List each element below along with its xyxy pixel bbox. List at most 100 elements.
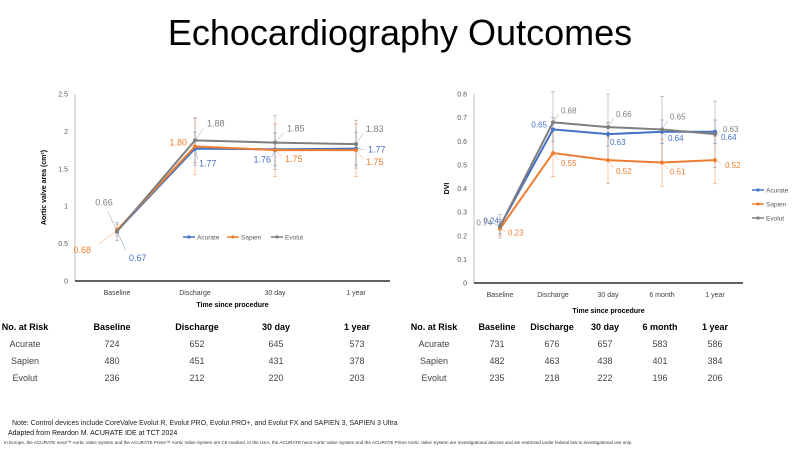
risk-row-label: Evolut xyxy=(421,373,447,383)
risk-cell: 583 xyxy=(652,339,668,349)
ava-x-tick-label: 30 day xyxy=(264,290,286,297)
dvi-legend-label-evolut: Evolut xyxy=(766,216,784,223)
dvi-y-tick-label: 0.5 xyxy=(457,162,467,169)
risk-cell: 731 xyxy=(489,339,505,349)
risk-cell: 652 xyxy=(189,339,205,349)
risk-column-header: Discharge xyxy=(530,322,574,332)
dvi-data-label-sapien: 0.51 xyxy=(670,168,686,177)
risk-cell: 220 xyxy=(268,373,284,383)
risk-column-header: 1 year xyxy=(343,322,371,332)
risk-cell: 206 xyxy=(707,373,723,383)
dvi-y-tick-label: 0 xyxy=(463,281,467,288)
dvi-y-tick-label: 0.4 xyxy=(457,186,467,193)
ava-x-axis-title: Time since procedure xyxy=(196,302,268,309)
dvi-y-tick-label: 0.6 xyxy=(457,139,467,146)
risk-column-header: Baseline xyxy=(478,322,516,332)
ava-data-label-sapien: 0.68 xyxy=(73,245,91,255)
dvi-data-label-evolut: 0.66 xyxy=(616,110,632,119)
risk-cell: 676 xyxy=(544,339,560,349)
dvi-data-label-leader xyxy=(661,131,667,137)
ava-data-label-leader xyxy=(194,128,204,141)
ava-legend-marker-acurate xyxy=(187,235,191,239)
risk-cell: 573 xyxy=(349,339,365,349)
footnote-disclaimer: In Europe, the ACURATE neo2™ Aortic Valv… xyxy=(4,440,633,445)
dvi-x-tick-label: 30 day xyxy=(597,292,619,299)
ava-legend-label-evolut: Evolut xyxy=(285,235,303,242)
risk-header-label: No. at Risk xyxy=(410,322,458,332)
risk-cell: 218 xyxy=(544,373,560,383)
risk-cell: 384 xyxy=(707,356,723,366)
ava-x-tick-label: Discharge xyxy=(179,290,211,297)
dvi-x-tick-label: Baseline xyxy=(487,292,514,299)
dvi-x-tick-label: 1 year xyxy=(705,292,725,299)
ava-data-label-leader xyxy=(98,229,118,245)
ava-data-label-sapien: 1.80 xyxy=(169,137,187,147)
dvi-x-axis-title: Time since procedure xyxy=(572,308,644,315)
ava-data-label-leader xyxy=(116,230,126,250)
dvi-data-label-leader xyxy=(552,113,559,123)
dvi-data-label-leader xyxy=(714,159,723,164)
ava-data-label-leader xyxy=(194,148,198,160)
dvi-data-label-leader xyxy=(607,160,614,169)
risk-row-label: Acurate xyxy=(418,339,450,349)
ava-data-label-evolut: 0.66 xyxy=(95,198,113,208)
risk-cell: 236 xyxy=(104,373,120,383)
risk-cell: 438 xyxy=(597,356,613,366)
dvi-legend-marker-evolut xyxy=(756,216,760,220)
risk-cell: 463 xyxy=(544,356,560,366)
ava-data-label-acurate: 0.67 xyxy=(129,253,147,263)
dvi-data-label-leader xyxy=(607,134,610,140)
ava-y-tick-label: 2.5 xyxy=(58,92,68,99)
dvi-data-label-evolut: 0.63 xyxy=(723,125,739,134)
ava-legend-marker-evolut xyxy=(275,235,279,239)
risk-row-label: Sapien xyxy=(419,356,449,366)
ava-y-tick-label: 0.5 xyxy=(58,241,68,248)
dvi-legend-label-sapien: Sapien xyxy=(766,202,787,209)
risk-column-header: 30 day xyxy=(590,322,620,332)
dvi-legend-label-acurate: Acurate xyxy=(766,188,789,195)
dvi-series-line-acurate xyxy=(499,128,715,227)
risk-cell: 480 xyxy=(104,356,120,366)
dvi-legend-marker-sapien xyxy=(756,202,760,206)
dvi-y-tick-label: 0.7 xyxy=(457,115,467,122)
dvi-data-label-leader xyxy=(714,131,720,136)
dvi-data-label-leader xyxy=(499,228,506,232)
risk-cell: 586 xyxy=(707,339,723,349)
risk-cell: 235 xyxy=(489,373,505,383)
ava-data-label-evolut: 1.85 xyxy=(287,124,305,134)
dvi-y-tick-label: 0.2 xyxy=(457,233,467,240)
risk-cell: 645 xyxy=(268,339,284,349)
dvi-y-tick-label: 0.8 xyxy=(457,92,467,99)
risk-column-header: 6 month xyxy=(642,322,678,332)
risk-row-label: Evolut xyxy=(12,373,38,383)
dvi-legend-marker-acurate xyxy=(756,188,760,192)
dvi-data-label-sapien: 0.23 xyxy=(508,229,524,238)
ava-data-label-leader xyxy=(107,211,118,232)
risk-row-label: Acurate xyxy=(9,339,41,349)
dvi-data-label-evolut: 0.74 xyxy=(476,218,492,227)
risk-cell: 451 xyxy=(189,356,205,366)
ava-x-tick-label: Baseline xyxy=(104,290,131,297)
ava-data-label-leader xyxy=(355,149,364,159)
dvi-x-tick-label: 6 month xyxy=(649,292,674,299)
ava-data-label-leader xyxy=(274,132,284,143)
ava-y-axis-title: Aortic valve area (cm²) xyxy=(41,150,48,225)
risk-cell: 657 xyxy=(597,339,613,349)
ava-data-label-evolut: 1.88 xyxy=(207,118,225,128)
risk-column-header: Baseline xyxy=(93,322,131,332)
ava-x-tick-label: 1 year xyxy=(346,290,366,297)
ava-y-tick-label: 1 xyxy=(64,204,68,211)
risk-cell: 724 xyxy=(104,339,120,349)
footnote-source: Adapted from Reardon M. ACURATE IDE at T… xyxy=(8,430,178,437)
dvi-data-label-leader xyxy=(494,223,501,227)
risk-cell: 431 xyxy=(268,356,284,366)
risk-column-header: 1 year xyxy=(701,322,729,332)
footnote-controls: Note: Control devices include CoreValve … xyxy=(12,420,398,427)
ava-data-label-sapien: 1.75 xyxy=(366,157,384,167)
ava-data-label-leader xyxy=(355,148,365,150)
slide-title: Echocardiography Outcomes xyxy=(167,12,633,53)
dvi-data-label-sapien: 0.55 xyxy=(561,159,577,168)
ava-data-label-leader xyxy=(355,133,364,145)
dvi-data-label-acurate: 0.24 xyxy=(483,216,499,225)
ava-data-label-leader xyxy=(189,143,196,147)
